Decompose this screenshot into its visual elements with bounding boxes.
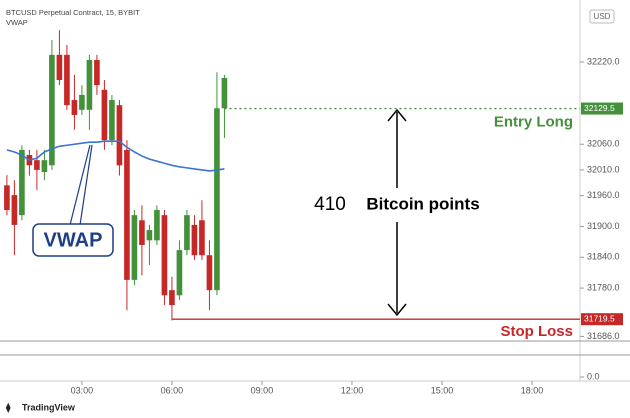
y-tick-label: 32060.0 (587, 139, 620, 149)
y-tick-label: 31780.0 (587, 282, 620, 292)
entry-price: 32129.5 (584, 103, 615, 113)
candle-body (49, 54, 55, 166)
candle-body (86, 59, 93, 110)
chart-title: BTCUSD Perpetual Contract, 15, BYBIT (6, 8, 140, 17)
x-tick-label: 15:00 (431, 385, 454, 395)
candle-body (94, 59, 100, 86)
candle-body (64, 54, 70, 106)
x-tick-label: 03:00 (71, 385, 94, 395)
entry-price-box (581, 102, 623, 115)
x-tick-label: 06:00 (161, 385, 184, 395)
vwap-line (6, 140, 225, 172)
currency-box (589, 9, 615, 24)
y-tick-label: 31960.0 (587, 190, 620, 200)
candle-body (56, 54, 63, 81)
candle-body (214, 108, 220, 291)
candle-body (206, 255, 213, 291)
y-tick-label: 32220.0 (587, 56, 620, 66)
candle-body (146, 230, 153, 241)
arrow-head (387, 108, 407, 122)
candle-body (11, 195, 18, 225)
y-tick-label: 31686.0 (587, 331, 620, 341)
footer: TradingView (22, 402, 76, 412)
y-tick-label: 31900.0 (587, 221, 620, 231)
y-tick-label: 31840.0 (587, 252, 620, 262)
candle-body (221, 77, 228, 109)
stop-label: Stop Loss (500, 323, 573, 340)
candle-body (71, 100, 78, 115)
candle-body (184, 215, 190, 251)
callout-pointer (79, 144, 93, 226)
candle-body (139, 220, 145, 245)
distance-value: 410 (314, 194, 346, 215)
candle-body (199, 220, 205, 256)
candle-body (41, 160, 48, 172)
candle-body (19, 149, 25, 216)
candle-body (161, 215, 168, 296)
candle-body (101, 89, 108, 141)
distance-label: Bitcoin points (366, 194, 479, 213)
stop-price-box (581, 313, 623, 326)
candle-body (169, 290, 175, 306)
y-tick-label: 32010.0 (587, 164, 620, 174)
candle-body (191, 224, 198, 256)
candle-body (79, 94, 85, 110)
callout-label: VWAP (44, 229, 103, 251)
candle-body (176, 250, 183, 296)
candle-body (34, 160, 40, 170)
candle-body (116, 105, 123, 166)
stop-price: 31719.5 (584, 313, 615, 323)
x-tick-label: 12:00 (341, 385, 364, 395)
footer-logo: ⧫ (5, 402, 11, 413)
candle-body (124, 149, 130, 280)
callout-box (32, 223, 114, 257)
candle-body (4, 185, 10, 211)
indicator-name: VWAP (6, 18, 28, 27)
candle-body (154, 210, 160, 241)
arrow-head (387, 303, 407, 317)
x-tick-label: 09:00 (251, 385, 274, 395)
y-tick-label: 0.0 (587, 371, 600, 381)
x-tick-label: 18:00 (521, 385, 544, 395)
currency: USD (594, 12, 611, 21)
candle-body (109, 100, 115, 141)
entry-label: Entry Long (494, 114, 573, 131)
candle-body (131, 215, 138, 280)
callout-pointer (69, 144, 91, 226)
